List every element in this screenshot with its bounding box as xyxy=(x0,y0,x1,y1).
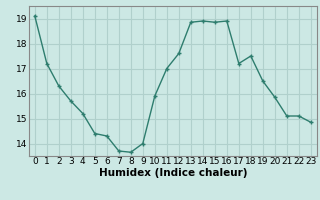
X-axis label: Humidex (Indice chaleur): Humidex (Indice chaleur) xyxy=(99,168,247,178)
